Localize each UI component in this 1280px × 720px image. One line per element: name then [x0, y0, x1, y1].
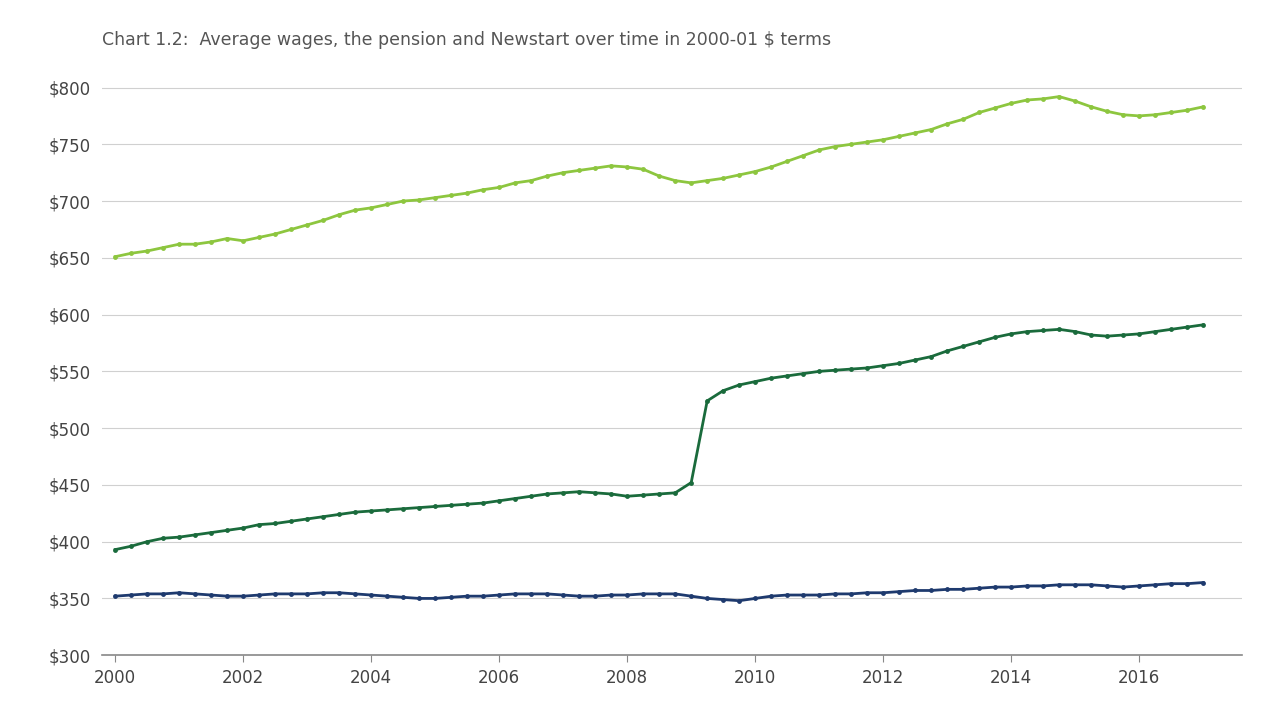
Text: Chart 1.2:  Average wages, the pension and Newstart over time in 2000-01 $ terms: Chart 1.2: Average wages, the pension an… — [102, 32, 832, 50]
